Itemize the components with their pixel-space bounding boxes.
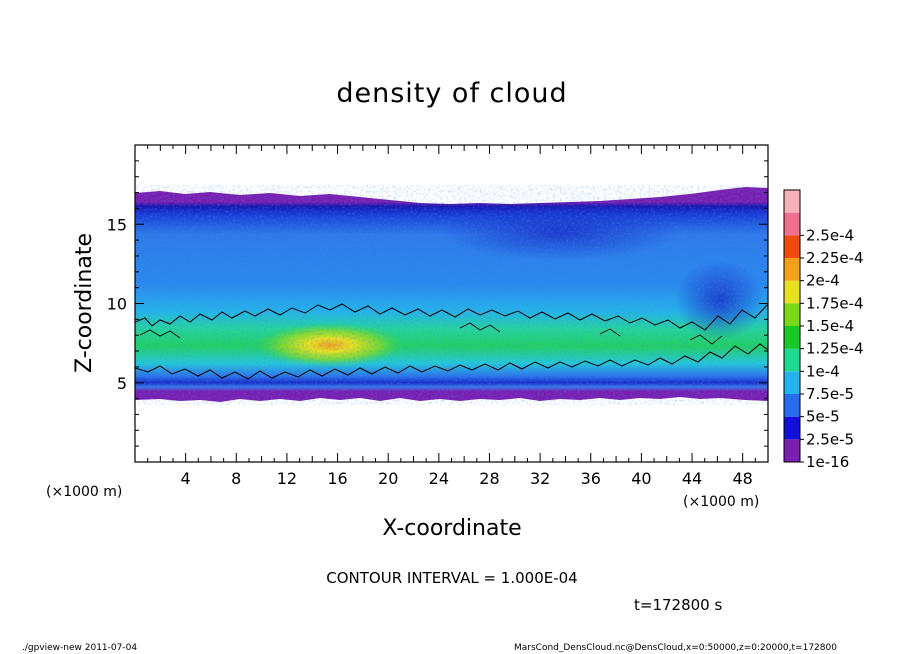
colorbar-label: 1e-16 — [806, 453, 849, 471]
x-tick-label: 16 — [327, 469, 347, 488]
colorbar-label: 1.5e-4 — [806, 317, 854, 335]
colorbar-swatch — [784, 394, 800, 417]
x-tick-label: 4 — [181, 469, 191, 488]
colorbar-label: 7.5e-5 — [806, 385, 854, 403]
y-axis-unit: (×1000 m) — [46, 484, 122, 500]
colorbar-swatch — [784, 235, 800, 258]
x-tick-label: 8 — [231, 469, 241, 488]
y-tick-label: 10 — [107, 295, 127, 314]
y-axis-label: Z-coordinate — [72, 233, 97, 373]
x-tick-label: 28 — [479, 469, 499, 488]
contour-line-inner — [139, 322, 723, 345]
colorbar: 1e-16 2.5e-5 5e-5 7.5e-5 1e-4 1.25e-4 1.5e-4 1.… — [783, 189, 864, 471]
y-tick-label: 15 — [107, 215, 127, 234]
x-axis-label: X-coordinate — [382, 516, 521, 541]
noise-texture — [135, 185, 768, 405]
x-tick-label: 48 — [733, 469, 753, 488]
footer-right: MarsCond_DensCloud.nc@DensCloud,x=0:5000… — [514, 643, 837, 653]
x-tick-label: 32 — [530, 469, 550, 488]
x-tick-label: 44 — [682, 469, 702, 488]
y-tick-label: 5 — [117, 374, 127, 393]
contour-line-lower — [135, 343, 768, 380]
x-axis-unit: (×1000 m) — [683, 494, 759, 510]
colorbar-label: 2e-4 — [806, 272, 840, 290]
x-axis-ticks: 4 8 12 16 20 24 28 32 36 40 44 48 — [147, 145, 756, 488]
colorbar-swatch — [784, 212, 800, 236]
colorbar-swatch — [784, 348, 800, 372]
colorbar-swatch — [784, 371, 800, 394]
contour-interval-label: CONTOUR INTERVAL = 1.000E-04 — [326, 569, 577, 587]
colorbar-swatch — [784, 303, 800, 326]
time-label: t=172800 s — [634, 596, 722, 614]
colorbar-swatch — [784, 416, 800, 440]
x-tick-label: 36 — [581, 469, 601, 488]
colorbar-swatch — [784, 258, 800, 281]
colorbar-label: 5e-5 — [806, 408, 840, 426]
x-tick-label: 20 — [378, 469, 398, 488]
y-axis-ticks: 5 10 15 — [107, 160, 768, 447]
x-tick-label: 40 — [631, 469, 651, 488]
colorbar-swatch — [784, 190, 800, 213]
colorbar-label: 1e-4 — [806, 362, 840, 380]
colorbar-label: 2.5e-5 — [806, 430, 854, 448]
colorbar-label: 2.5e-4 — [806, 226, 854, 244]
colorbar-swatch — [784, 326, 800, 349]
footer-left: ./gpview-new 2011-07-04 — [22, 643, 137, 653]
contour-line-upper — [135, 303, 768, 331]
colorbar-label: 1.25e-4 — [806, 340, 864, 358]
colorbar-label: 2.25e-4 — [806, 249, 864, 267]
colorbar-swatch — [784, 280, 800, 304]
colorbar-label: 1.75e-4 — [806, 294, 864, 312]
x-tick-label: 12 — [277, 469, 297, 488]
heatmap-field — [135, 185, 768, 405]
colorbar-swatch — [784, 439, 800, 462]
chart-title: density of cloud — [336, 78, 567, 109]
x-tick-label: 24 — [429, 469, 449, 488]
